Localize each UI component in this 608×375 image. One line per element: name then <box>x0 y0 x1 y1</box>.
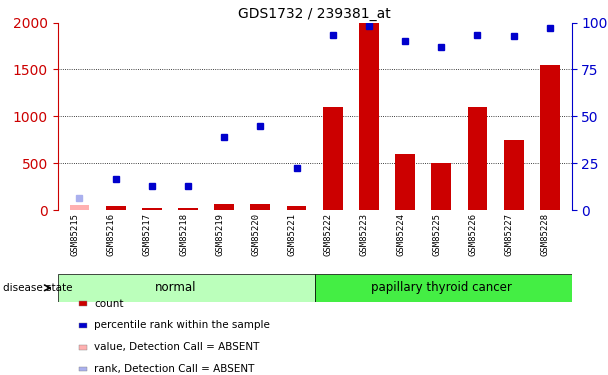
Text: GSM85224: GSM85224 <box>396 213 405 256</box>
Text: GSM85227: GSM85227 <box>505 213 514 256</box>
Bar <box>106 206 126 210</box>
Text: GSM85222: GSM85222 <box>323 213 333 256</box>
Bar <box>359 22 379 210</box>
Bar <box>69 206 89 210</box>
Text: GSM85223: GSM85223 <box>360 213 369 256</box>
Bar <box>431 163 451 210</box>
Bar <box>540 64 560 210</box>
Text: GSM85218: GSM85218 <box>179 213 188 256</box>
Text: rank, Detection Call = ABSENT: rank, Detection Call = ABSENT <box>94 364 255 374</box>
Text: value, Detection Call = ABSENT: value, Detection Call = ABSENT <box>94 342 260 352</box>
Bar <box>142 208 162 210</box>
Bar <box>178 208 198 210</box>
Bar <box>315 274 586 302</box>
Bar <box>250 204 271 210</box>
Bar <box>286 206 306 210</box>
Text: disease state: disease state <box>3 283 72 293</box>
Bar <box>395 154 415 210</box>
Text: GSM85217: GSM85217 <box>143 213 152 256</box>
Text: GSM85226: GSM85226 <box>468 213 477 256</box>
Text: GSM85216: GSM85216 <box>106 213 116 256</box>
Text: GSM85228: GSM85228 <box>541 213 550 256</box>
Title: GDS1732 / 239381_at: GDS1732 / 239381_at <box>238 8 391 21</box>
Text: percentile rank within the sample: percentile rank within the sample <box>94 321 270 330</box>
Text: papillary thyroid cancer: papillary thyroid cancer <box>371 281 512 294</box>
Text: GSM85219: GSM85219 <box>215 213 224 256</box>
Text: normal: normal <box>154 281 196 294</box>
Bar <box>323 107 343 210</box>
Text: GSM85215: GSM85215 <box>71 213 80 256</box>
Bar <box>468 107 488 210</box>
Bar <box>214 204 234 210</box>
Text: count: count <box>94 299 124 309</box>
Text: GSM85221: GSM85221 <box>288 213 297 256</box>
Bar <box>58 274 315 302</box>
Text: GSM85220: GSM85220 <box>251 213 260 256</box>
Text: GSM85225: GSM85225 <box>432 213 441 256</box>
Bar <box>503 140 523 210</box>
